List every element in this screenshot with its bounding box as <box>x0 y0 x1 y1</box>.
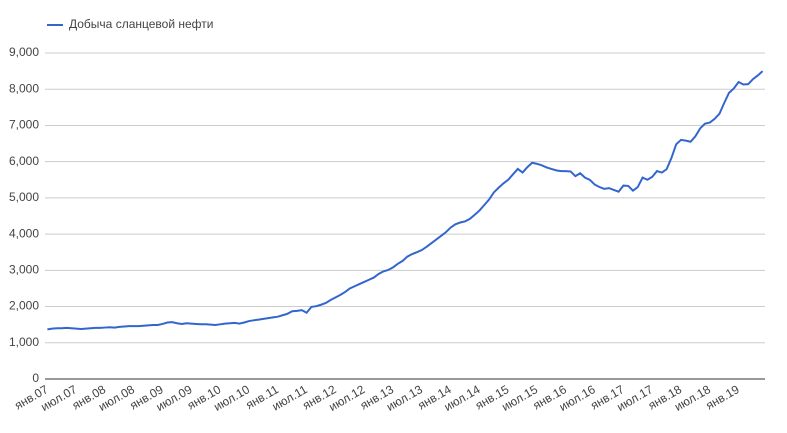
y-tick-label: 0 <box>32 371 39 385</box>
y-tick-label: 4,000 <box>9 226 39 240</box>
y-tick-label: 3,000 <box>9 263 39 277</box>
y-tick-label: 9,000 <box>9 45 39 59</box>
x-tick-label: янв.19 <box>703 382 742 412</box>
line <box>47 70 764 331</box>
y-tick-label: 2,000 <box>9 299 39 313</box>
y-tick-label: 1,000 <box>9 335 39 349</box>
y-tick-label: 7,000 <box>9 118 39 132</box>
y-tick-label: 5,000 <box>9 190 39 204</box>
legend-label: Добыча сланцевой нефти <box>69 17 213 31</box>
y-tick-label: 6,000 <box>9 154 39 168</box>
y-tick-label: 8,000 <box>9 81 39 95</box>
